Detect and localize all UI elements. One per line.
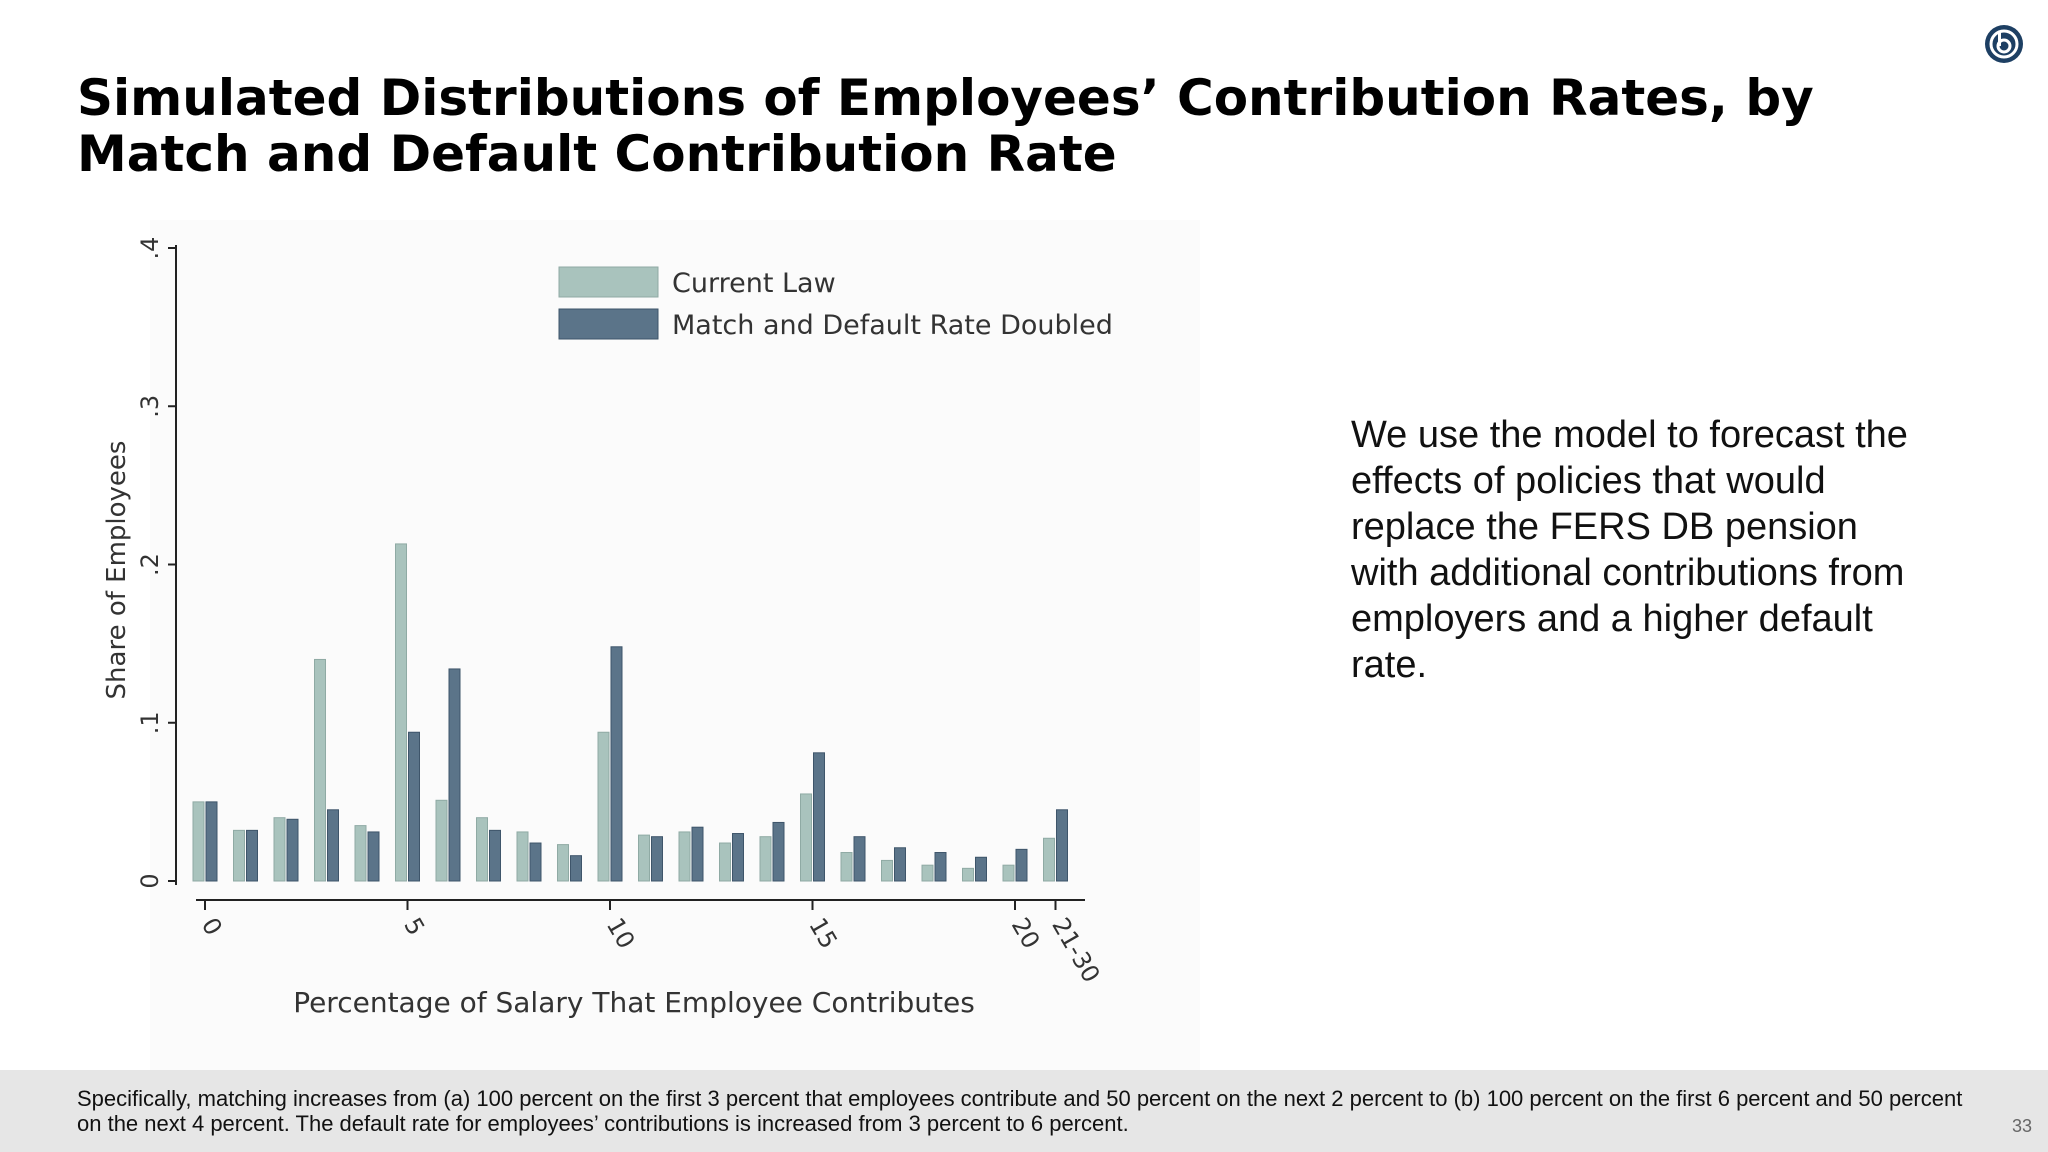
bar-match-doubled — [286, 818, 299, 882]
bar-match-doubled — [651, 836, 663, 882]
bar-current-law — [435, 799, 448, 882]
page-number: 33 — [2011, 1116, 2032, 1136]
y-tick-label: .4 — [136, 237, 164, 260]
bar-match-doubled — [489, 829, 501, 882]
bar-match-doubled — [975, 856, 987, 882]
bar-match-doubled — [691, 826, 704, 882]
slide-title: Simulated Distributions of Employees’ Co… — [77, 69, 1814, 183]
bar-current-law — [476, 817, 488, 882]
bar-match-doubled — [732, 833, 744, 882]
bar-current-law — [638, 834, 650, 882]
bar-match-doubled — [813, 752, 825, 882]
bar-match-doubled — [408, 731, 420, 882]
chart-area: 0.1.2.3.4 0 5 10 15 20 21-30 Current Law Match … — [0, 220, 2048, 1070]
bar-current-law — [759, 836, 772, 882]
legend-label: Current Law — [672, 268, 836, 299]
bar-current-law — [314, 658, 326, 882]
bar-current-law — [273, 817, 286, 882]
bar-current-law — [800, 793, 812, 882]
bar-current-law — [719, 842, 731, 882]
bar-match-doubled — [853, 836, 866, 882]
bar-current-law — [395, 543, 407, 882]
bar-current-law — [1043, 837, 1055, 882]
bar-current-law — [840, 852, 853, 882]
bar-current-law — [557, 844, 569, 882]
circle-logo-icon — [1982, 22, 2026, 66]
bar-match-doubled — [772, 821, 785, 882]
bar-current-law — [597, 731, 610, 882]
bar-match-doubled — [367, 831, 380, 882]
y-axis-label: Share of Employees — [102, 441, 132, 700]
bar-current-law — [921, 864, 934, 882]
y-tick-label: .3 — [136, 395, 164, 418]
bar-match-doubled — [934, 852, 947, 882]
y-tick-label: .1 — [136, 711, 164, 734]
bar-match-doubled — [610, 646, 623, 882]
bar-current-law — [354, 825, 367, 882]
bar-current-law — [192, 801, 205, 882]
y-tick-label: .2 — [136, 553, 164, 576]
bar-match-doubled — [570, 855, 582, 882]
bar-current-law — [516, 831, 529, 882]
legend-label: Match and Default Rate Doubled — [672, 310, 1113, 341]
bar-match-doubled — [529, 842, 542, 882]
legend-swatch — [558, 266, 659, 298]
bar-match-doubled — [1015, 848, 1028, 882]
bar-match-doubled — [894, 847, 906, 882]
bar-match-doubled — [246, 829, 258, 882]
bar-match-doubled — [327, 809, 339, 882]
body-text: We use the model to forecast the effects… — [1351, 414, 1908, 686]
bar-match-doubled — [205, 801, 218, 882]
bar-current-law — [881, 859, 893, 882]
bar-match-doubled — [1056, 809, 1068, 882]
bar-current-law — [962, 867, 974, 882]
bar-current-law — [678, 831, 691, 882]
bar-match-doubled — [448, 668, 461, 882]
footnote: Specifically, matching increases from (a… — [77, 1086, 1963, 1136]
y-tick-label: 0 — [136, 873, 164, 888]
legend-swatch — [558, 308, 659, 340]
bar-chart: 0.1.2.3.40 5 10 15 20 21-30 Current LawMatch … — [102, 220, 1200, 1070]
x-axis-label: Percentage of Salary That Employee Contr… — [293, 986, 975, 1019]
bar-current-law — [1002, 864, 1015, 882]
footer: Specifically, matching increases from (a… — [0, 1070, 2048, 1152]
bar-current-law — [233, 829, 245, 882]
